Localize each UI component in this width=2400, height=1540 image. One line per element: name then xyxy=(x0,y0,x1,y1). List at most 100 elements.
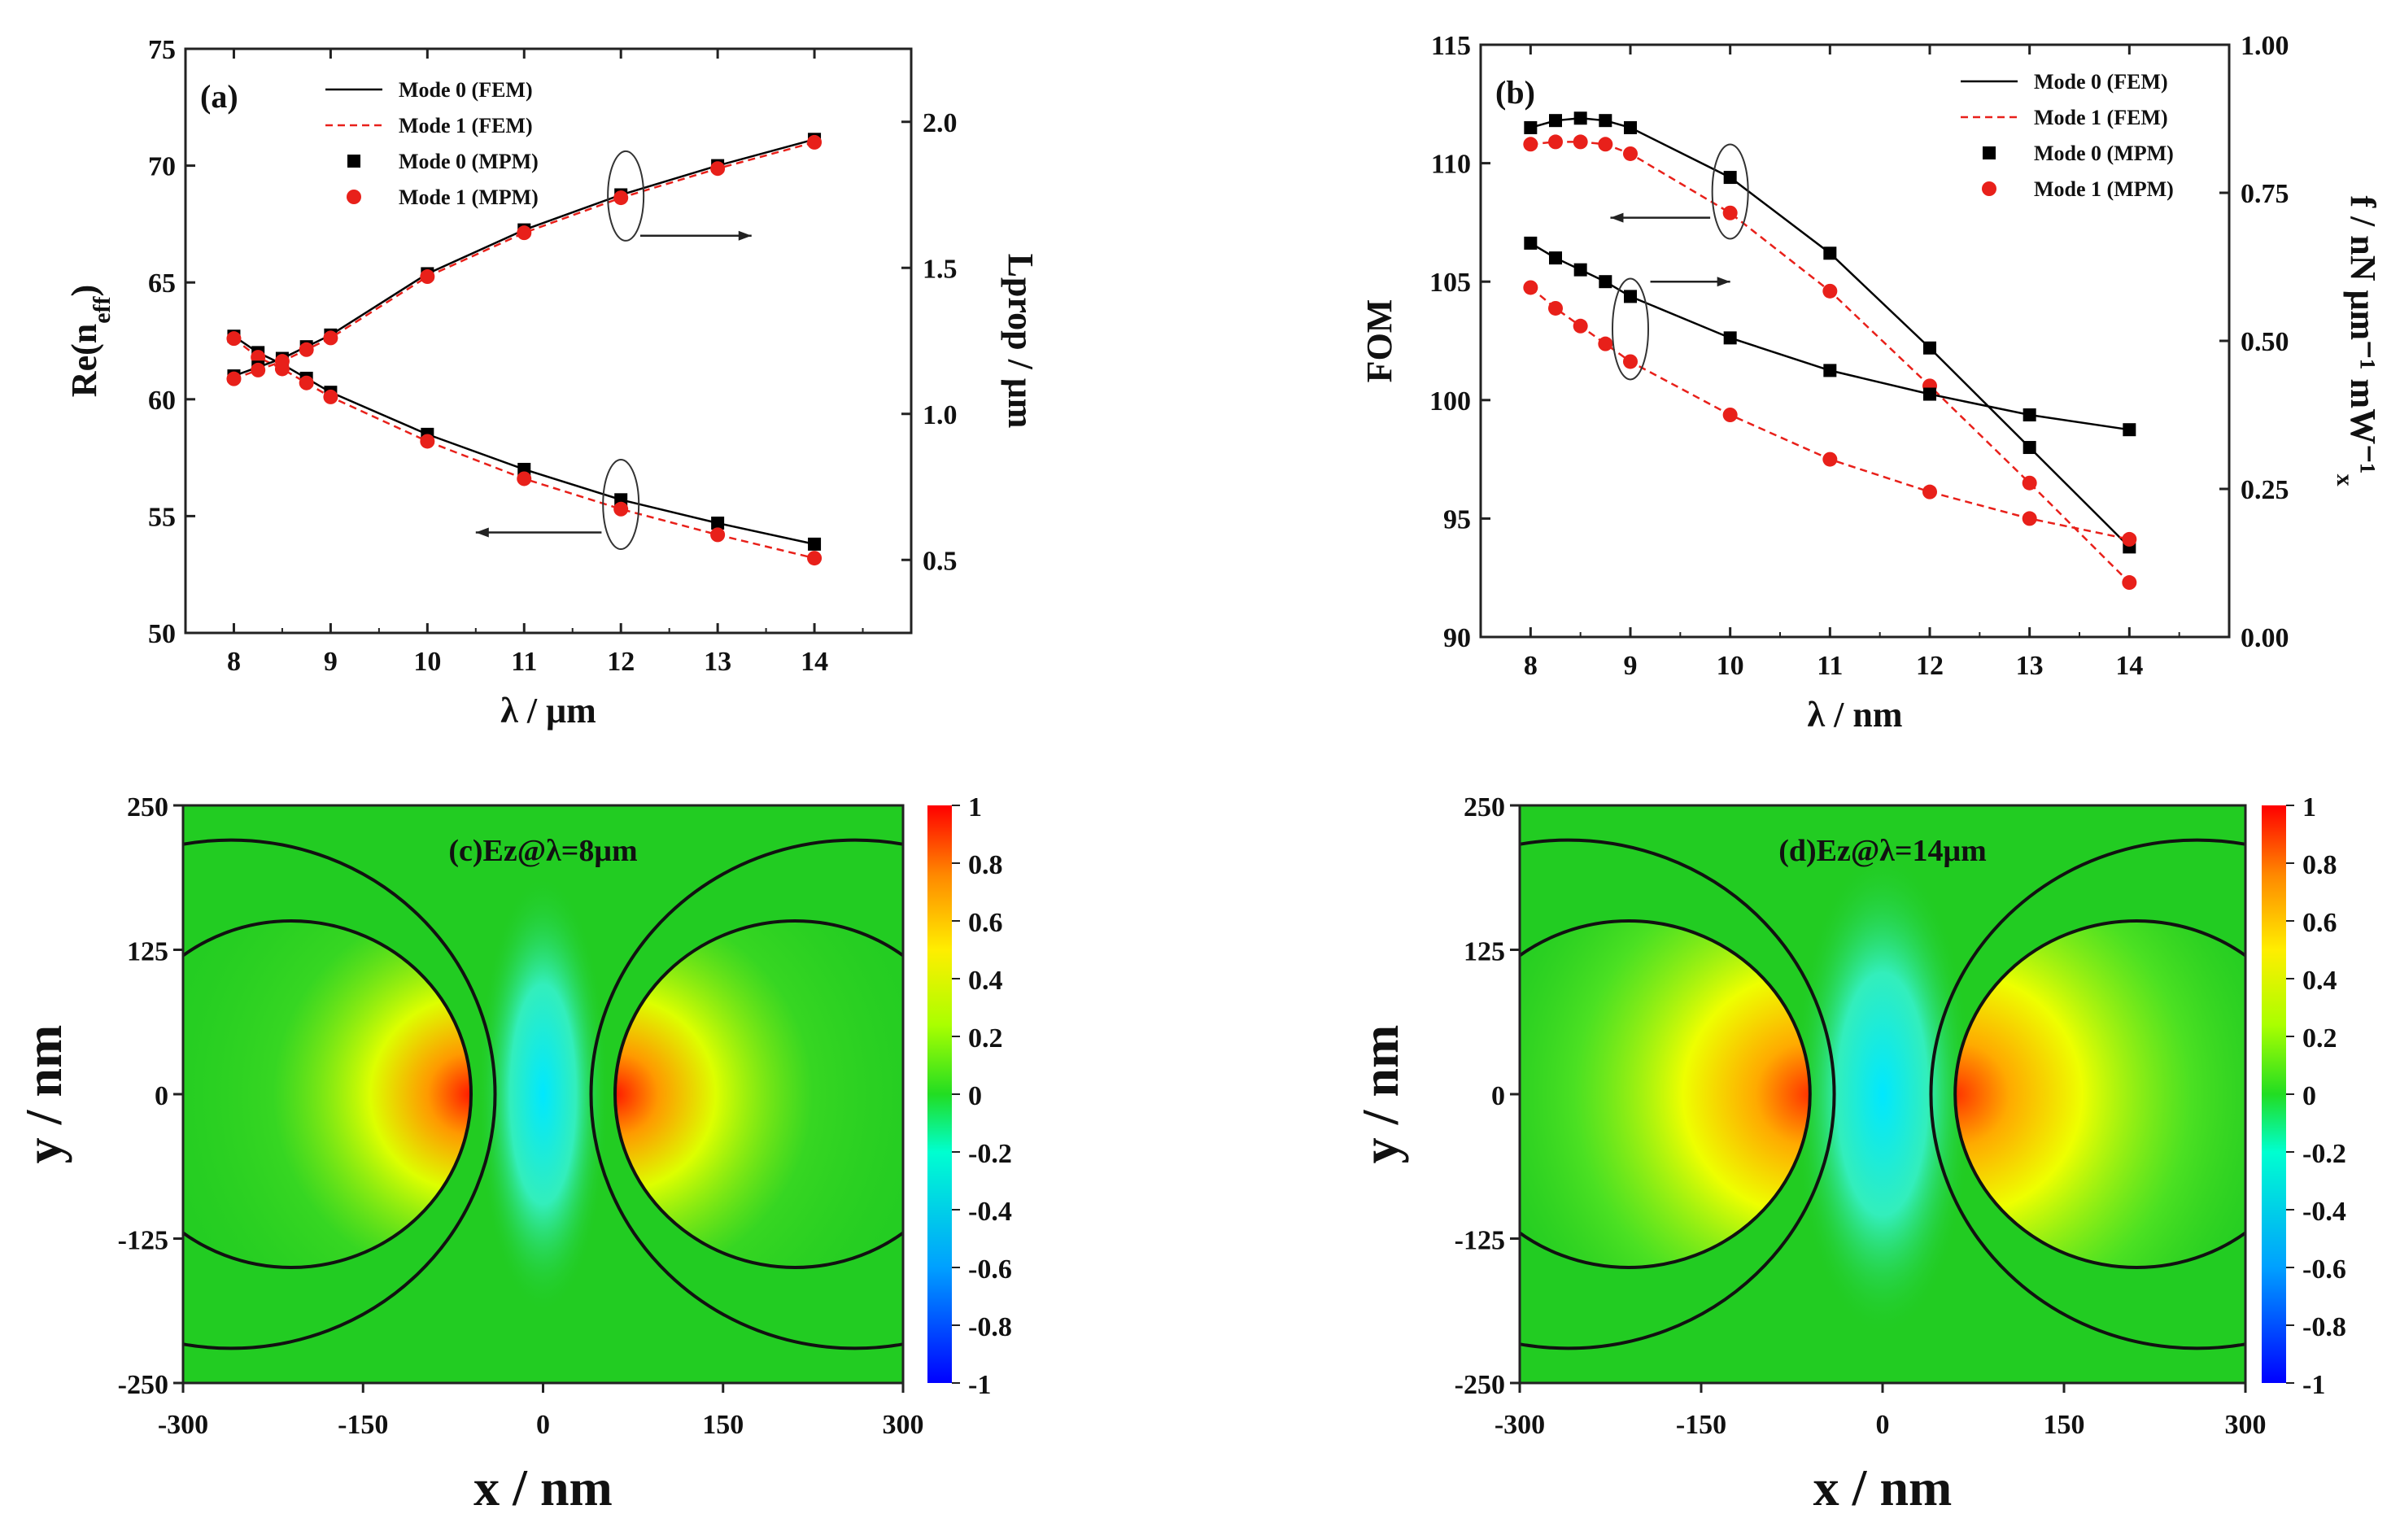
colorbar-tick-label: 1 xyxy=(2302,792,2316,822)
data-point-mode1 xyxy=(2022,475,2037,491)
x-tick-label: 300 xyxy=(883,1410,924,1440)
legend-label: Mode 0 (FEM) xyxy=(2034,70,2168,94)
legend-label: Mode 1 (MPM) xyxy=(399,185,539,209)
data-point-mode1 xyxy=(613,190,629,206)
x-tick-label: -150 xyxy=(338,1410,388,1440)
series-line xyxy=(233,138,815,377)
annotation-ellipse xyxy=(1612,277,1649,381)
data-point-mode1 xyxy=(1722,205,1738,220)
data-point-mode1 xyxy=(226,331,242,347)
y-tick-label: -125 xyxy=(1455,1226,1505,1256)
y-tick-label: 115 xyxy=(1431,31,1471,61)
data-point-mode1 xyxy=(251,362,266,377)
data-point-mode0 xyxy=(2023,441,2036,455)
y-tick-label: -125 xyxy=(118,1226,168,1256)
annotation-arrowhead xyxy=(1610,212,1624,223)
structure-outline xyxy=(613,919,903,1269)
structure-outline xyxy=(1929,838,2245,1350)
field-map xyxy=(183,805,903,1383)
data-point-mode1 xyxy=(1598,137,1613,152)
data-point-mode1 xyxy=(1573,318,1588,334)
x-tick-label: 11 xyxy=(1817,651,1843,681)
series-line xyxy=(1530,141,2131,583)
y-axis-label: y / nm xyxy=(15,1025,72,1164)
annotation-arrowhead xyxy=(475,527,489,538)
x-tick-label: 12 xyxy=(1916,651,1944,681)
legend-label: Mode 0 (MPM) xyxy=(2034,142,2174,165)
legend-marker xyxy=(347,155,360,168)
x-tick-label: 10 xyxy=(413,647,441,677)
data-point-mode1 xyxy=(613,501,629,517)
colorbar xyxy=(2262,805,2286,1383)
x-tick-label: 8 xyxy=(227,647,241,677)
legend-label: Mode 1 (FEM) xyxy=(2034,106,2168,129)
series-line xyxy=(233,141,815,380)
colorbar-tick-label: 0.8 xyxy=(2302,850,2337,880)
legend-marker xyxy=(347,190,361,204)
colorbar-tick-label: -0.8 xyxy=(2302,1312,2346,1342)
plot-frame xyxy=(1479,43,2231,639)
data-point-mode1 xyxy=(420,269,435,285)
colorbar-tick-label: -1 xyxy=(968,1370,991,1400)
x-tick-label: 0 xyxy=(1876,1410,1890,1440)
data-point-mode0 xyxy=(1823,364,1837,377)
data-point-mode0 xyxy=(1599,275,1612,289)
data-point-mode1 xyxy=(1548,134,1563,150)
data-point-mode0 xyxy=(1573,111,1587,125)
data-point-mode1 xyxy=(710,161,726,177)
colorbar-tick-label: 0.4 xyxy=(2302,966,2337,996)
y2-tick-label: 0.75 xyxy=(2241,179,2289,209)
data-point-mode1 xyxy=(710,527,726,543)
colorbar-tick-label: 0.6 xyxy=(968,908,1003,938)
data-point-mode1 xyxy=(1598,336,1613,351)
colorbar-tick-label: 0.6 xyxy=(2302,908,2337,938)
data-point-mode1 xyxy=(1822,283,1838,299)
colorbar-tick-label: 0.2 xyxy=(2302,1023,2337,1054)
structure-outline xyxy=(183,919,473,1269)
y-tick-label: 250 xyxy=(127,792,168,822)
y-tick-label: 65 xyxy=(148,268,176,299)
panel-a: 8 9 10 11 12 13 14 50 55 60 65 70 75 0.5 1.0 1.5 2.0 Mode… xyxy=(64,35,1041,731)
field-hot-region xyxy=(1955,921,2245,1267)
x-tick-label: 10 xyxy=(1717,651,1744,681)
y2-tick-label: 0.25 xyxy=(2241,475,2289,505)
y2-tick-label: 1.5 xyxy=(923,254,958,284)
y-tick-label: 125 xyxy=(1464,937,1505,967)
y2-axis-label: Lprop / μm xyxy=(1001,254,1041,429)
structure-outline xyxy=(183,838,497,1350)
data-point-mode1 xyxy=(1523,137,1538,152)
annotation-arrowhead xyxy=(738,230,752,241)
data-point-mode1 xyxy=(807,134,823,150)
y-axis-label: Re(neff) xyxy=(64,285,116,397)
data-point-mode0 xyxy=(1624,120,1637,134)
colorbar-tick-label: -0.4 xyxy=(2302,1197,2346,1227)
data-point-mode1 xyxy=(1623,146,1638,161)
data-point-mode1 xyxy=(1922,484,1937,500)
panel-b: 8 9 10 11 12 13 14 90 95 100 105 110 115 0.00 0.25 0.50… xyxy=(1359,31,2383,735)
x-axis-label: λ / μm xyxy=(500,691,596,731)
field-map xyxy=(1520,805,2245,1383)
field-cold-region xyxy=(477,875,609,1314)
data-point-mode1 xyxy=(323,330,338,346)
data-point-mode1 xyxy=(1573,134,1588,150)
y2-tick-label: 0.50 xyxy=(2241,327,2289,357)
structure-outline xyxy=(1953,919,2245,1269)
y-axis-label: y / nm xyxy=(1351,1025,1409,1164)
legend-label: Mode 1 (MPM) xyxy=(2034,177,2174,201)
series-line xyxy=(1529,242,2130,431)
legend-label: Mode 1 (FEM) xyxy=(399,114,533,137)
data-point-mode0 xyxy=(2123,423,2136,437)
x-tick-label: 8 xyxy=(1524,651,1538,681)
field-cold-region xyxy=(1791,851,1974,1337)
colorbar-tick-label: -0.4 xyxy=(968,1197,1012,1227)
data-point-mode0 xyxy=(1599,114,1612,128)
x-tick-label: 300 xyxy=(2225,1410,2267,1440)
panel-label: (a) xyxy=(200,78,238,115)
panel-label: (c)Ez@λ=8μm xyxy=(448,834,637,868)
colorbar-tick-label: 1 xyxy=(968,792,982,822)
y-tick-label: 60 xyxy=(148,386,176,416)
data-point-mode1 xyxy=(2122,531,2137,547)
y-tick-label: 55 xyxy=(148,502,176,532)
colorbar-tick-label: -0.2 xyxy=(968,1139,1012,1169)
x-tick-label: -300 xyxy=(1495,1410,1545,1440)
